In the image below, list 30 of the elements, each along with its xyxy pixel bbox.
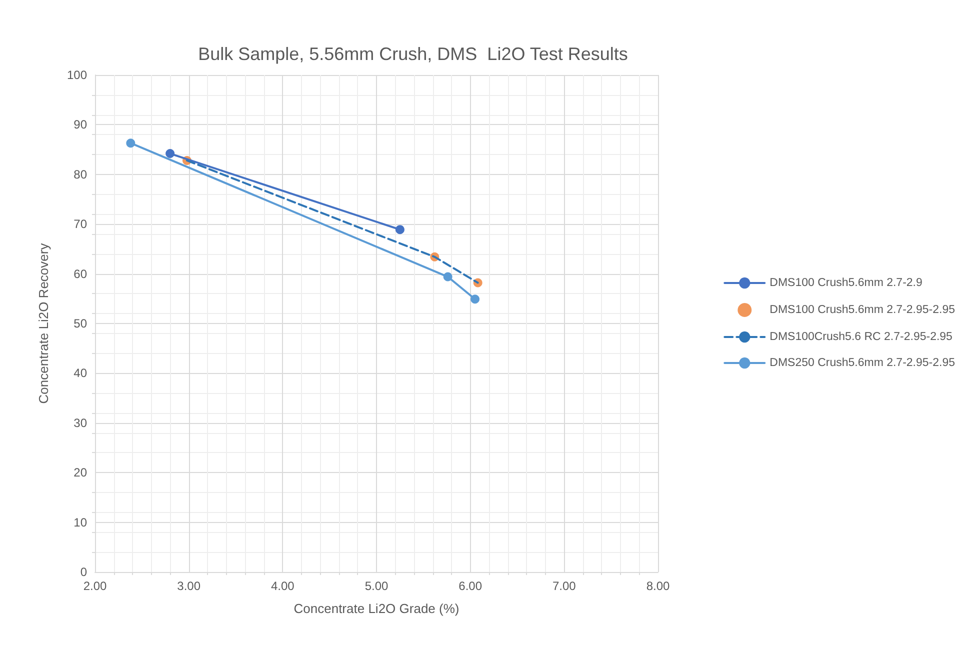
x-tick-label: 5.00: [364, 579, 388, 593]
y-tick-label: 50: [74, 316, 88, 330]
y-tick-label: 100: [66, 68, 88, 82]
y-tick-label: 10: [74, 515, 88, 530]
y-tick-label: 30: [74, 416, 88, 430]
legend-label: DMS250 Crush5.6mm 2.7-2.95-2.95: [770, 357, 956, 369]
legend-label: DMS100Crush5.6 RC 2.7-2.95-2.95: [770, 331, 952, 343]
legend-label: DMS100 Crush5.6mm 2.7-2.9: [770, 277, 922, 289]
y-axis-title: Concentrate Li2O Recovery: [36, 242, 51, 404]
x-tick-label: 4.00: [270, 579, 295, 593]
point: [470, 294, 480, 304]
y-tick-label: 20: [74, 466, 88, 480]
legend-label: DMS100 Crush5.6mm 2.7-2.95-2.95: [770, 304, 956, 316]
x-tick-label: 7.00: [552, 579, 576, 593]
point: [166, 149, 175, 158]
chart-title: Bulk Sample, 5.56mm Crush, DMS Li2O Test Results: [198, 44, 628, 64]
x-tick-label: 3.00: [177, 579, 201, 593]
y-tick-label: 0: [80, 565, 88, 579]
y-tick-label: 90: [74, 118, 88, 132]
point: [126, 138, 136, 148]
y-tick-label: 80: [74, 167, 88, 182]
y-tick-label: 60: [74, 266, 88, 281]
x-axis-title: Concentrate Li2O Grade (%): [294, 601, 460, 616]
y-tick-label: 70: [74, 217, 88, 232]
x-tick-label: 8.00: [646, 579, 670, 593]
x-tick-label: 6.00: [458, 579, 482, 593]
point: [443, 272, 452, 282]
x-tick-label: 2.00: [83, 579, 107, 593]
y-tick-label: 40: [74, 366, 88, 380]
point: [395, 225, 404, 234]
